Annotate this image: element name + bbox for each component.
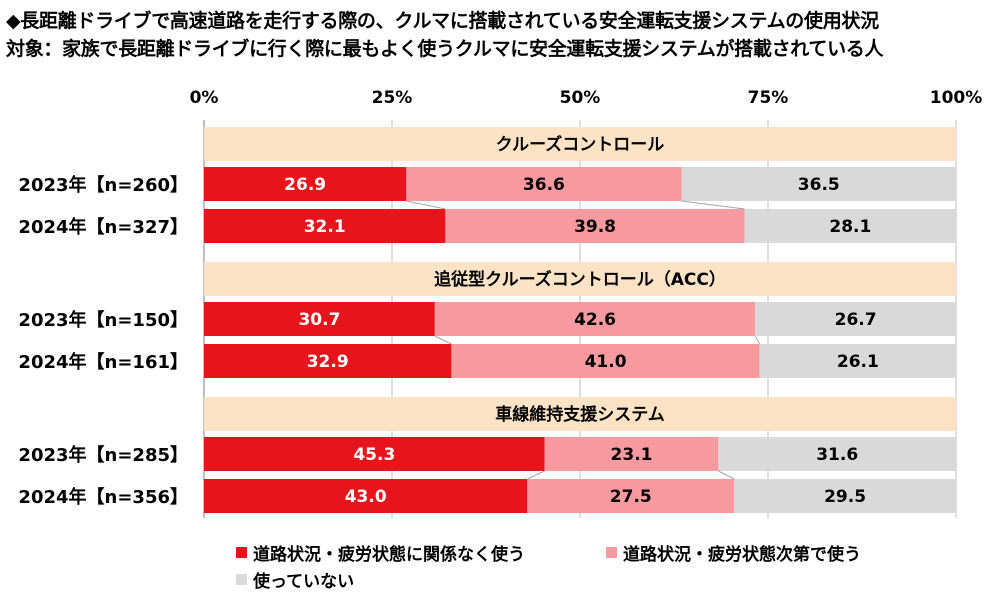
bar-segment xyxy=(759,344,956,378)
connector-line xyxy=(754,335,761,345)
legend-item-not-used: 使っていない xyxy=(236,567,354,592)
bar-value-label: 41.0 xyxy=(585,352,627,372)
legend-swatch-gray xyxy=(236,574,247,585)
bar-value-label: 23.1 xyxy=(611,445,653,465)
connector-line xyxy=(406,200,446,210)
bar-value-label: 26.1 xyxy=(837,352,879,372)
bar-value-label: 42.6 xyxy=(574,310,616,330)
bar-value-label: 43.0 xyxy=(345,487,387,507)
x-tick-label: 100% xyxy=(930,88,983,108)
bar-segment xyxy=(744,209,956,243)
legend-label: 道路状況・疲労状態次第で使う xyxy=(623,545,861,565)
bar-value-label: 36.6 xyxy=(523,175,565,195)
group-header-band xyxy=(204,262,956,296)
bar-segment xyxy=(204,344,452,378)
row-label: 2023年【n=150】 xyxy=(18,309,188,331)
bar-value-label: 30.7 xyxy=(298,310,340,330)
row-label: 2023年【n=285】 xyxy=(18,444,188,466)
bar-segment xyxy=(406,167,682,201)
bar-value-label: 32.1 xyxy=(304,217,346,237)
legend-label: 使っていない xyxy=(253,572,355,592)
connector-line xyxy=(681,200,745,210)
bar-segment xyxy=(451,344,760,378)
bar-segment xyxy=(544,437,719,471)
bar-segment xyxy=(204,479,528,513)
bar-value-label: 26.7 xyxy=(835,310,877,330)
chart-title: ◆長距離ドライブで高速道路を走行する際の、クルマに搭載されている安全運転支援シス… xyxy=(6,10,879,32)
bar-segment xyxy=(527,479,735,513)
bar-value-label: 28.1 xyxy=(829,217,871,237)
bar-segment xyxy=(445,209,745,243)
bar-segment xyxy=(718,437,956,471)
bar-value-label: 31.6 xyxy=(816,445,858,465)
x-tick-label: 50% xyxy=(560,88,601,108)
legend-swatch-pink xyxy=(606,547,617,558)
legend-swatch-red xyxy=(236,547,247,558)
connector-line xyxy=(527,470,545,480)
bar-value-label: 32.9 xyxy=(307,352,349,372)
x-tick-label: 75% xyxy=(748,88,789,108)
connector-line xyxy=(718,470,735,480)
row-label: 2023年【n=260】 xyxy=(18,174,188,196)
connector-line xyxy=(434,335,452,345)
bar-segment xyxy=(204,209,446,243)
chart-subtitle: 対象：家族で長距離ドライブに行く際に最もよく使うクルマに安全運転支援システムが搭… xyxy=(6,38,884,60)
legend-item-always: 道路状況・疲労状態に関係なく使う xyxy=(236,540,525,565)
row-label: 2024年【n=161】 xyxy=(18,351,188,373)
bar-segment xyxy=(204,302,435,336)
bar-segment xyxy=(204,167,407,201)
bar-segment xyxy=(204,437,545,471)
group-label: クルーズコントロール xyxy=(496,134,665,155)
row-label: 2024年【n=327】 xyxy=(18,216,188,238)
bar-value-label: 29.5 xyxy=(824,487,866,507)
group-label: 追従型クルーズコントロール（ACC） xyxy=(434,269,726,290)
bar-segment xyxy=(434,302,756,336)
bar-value-label: 26.9 xyxy=(284,175,326,195)
x-tick-label: 0% xyxy=(190,88,219,108)
group-label: 車線維持支援システム xyxy=(495,404,665,425)
bar-segment xyxy=(734,479,956,513)
group-header-band xyxy=(204,397,956,431)
x-tick-label: 25% xyxy=(372,88,413,108)
bar-value-label: 45.3 xyxy=(353,445,395,465)
bar-value-label: 27.5 xyxy=(610,487,652,507)
legend-item-depends: 道路状況・疲労状態次第で使う xyxy=(606,540,861,565)
group-header-band xyxy=(204,127,956,161)
bar-segment xyxy=(755,302,956,336)
row-label: 2024年【n=356】 xyxy=(18,486,188,508)
bar-value-label: 39.8 xyxy=(574,217,616,237)
bar-segment xyxy=(681,167,956,201)
bar-value-label: 36.5 xyxy=(798,175,840,195)
legend-label: 道路状況・疲労状態に関係なく使う xyxy=(253,545,525,565)
